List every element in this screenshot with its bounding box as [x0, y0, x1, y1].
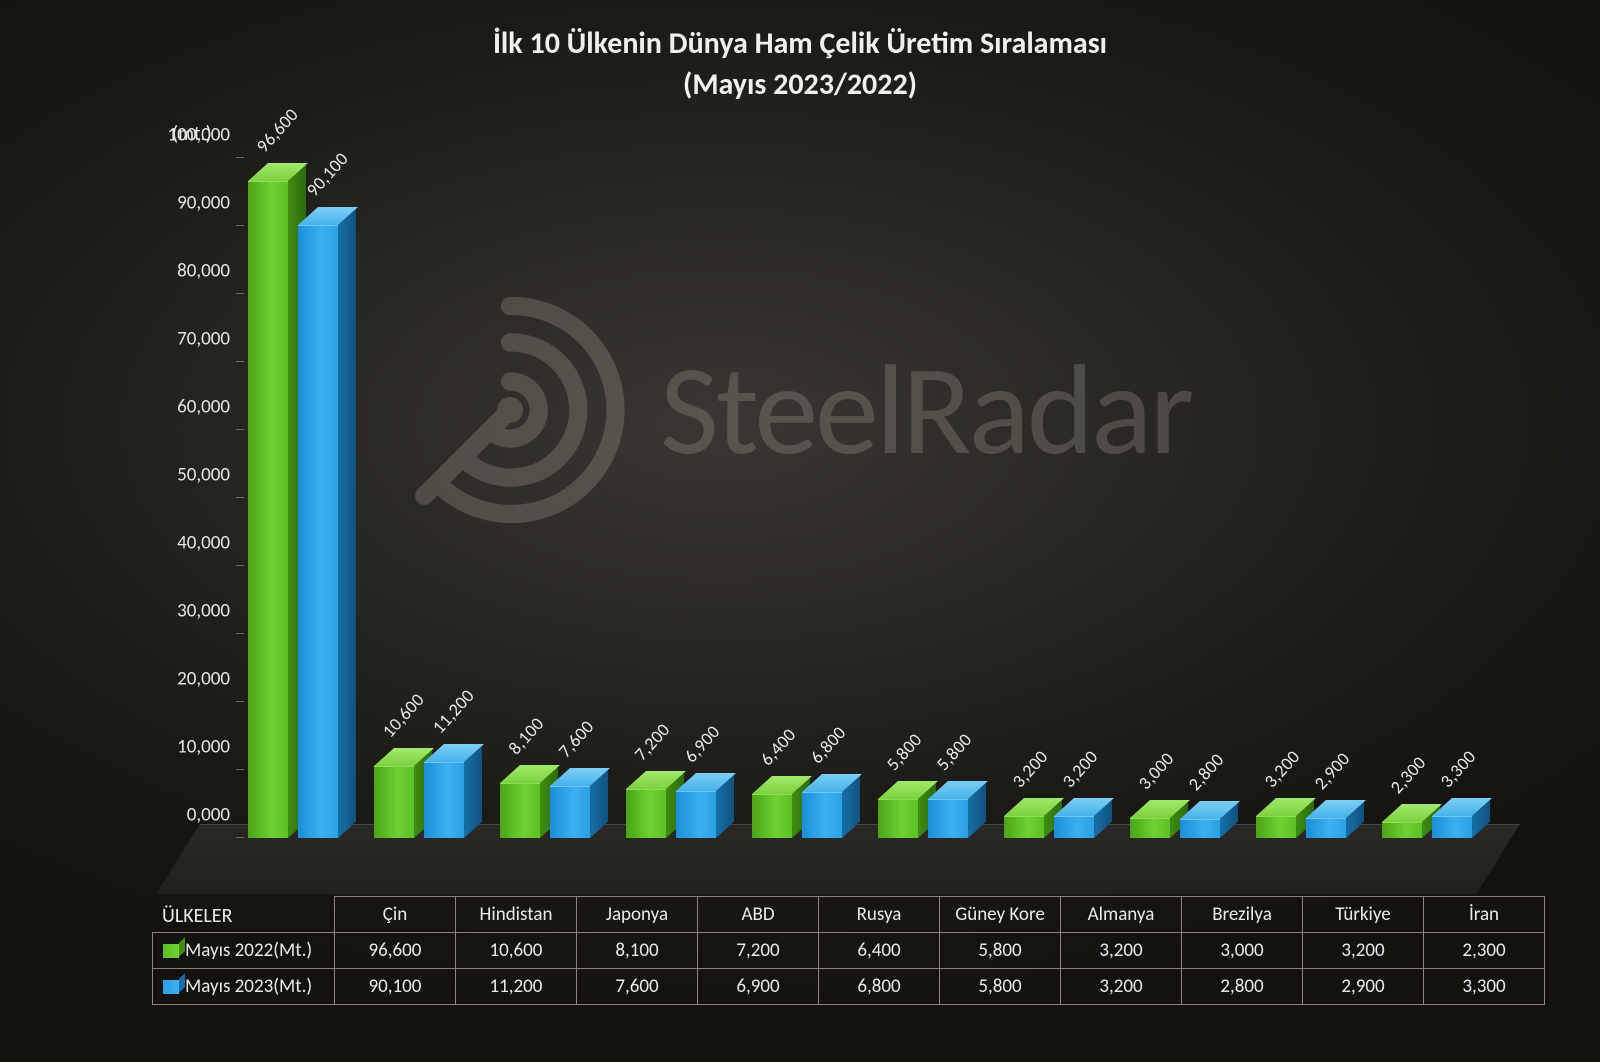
bar: 3,300: [1432, 816, 1472, 838]
y-tick: 90,000: [110, 192, 230, 215]
y-tick: 20,000: [110, 668, 230, 691]
table-column-header: Japonya: [577, 897, 698, 933]
y-tick: 70,000: [110, 328, 230, 351]
bar: 2,300: [1382, 822, 1422, 838]
y-tick: 0,000: [110, 804, 230, 827]
bar-value-label: 3,200: [1008, 746, 1053, 792]
bar: 8,100: [500, 783, 540, 838]
y-tick: 100,000: [110, 124, 230, 147]
table-cell: 96,600: [335, 933, 456, 969]
bar-value-label: 2,900: [1310, 748, 1355, 794]
table-corner: [153, 897, 335, 933]
table-cell: 6,900: [698, 969, 819, 1005]
table-cell: 10,600: [456, 933, 577, 969]
table-cell: 11,200: [456, 969, 577, 1005]
table-header-row: ÇinHindistanJaponyaABDRusyaGüney KoreAlm…: [153, 897, 1545, 933]
table-row: Mayıs 2022(Mt.)96,60010,6008,1007,2006,4…: [153, 933, 1545, 969]
bar-value-label: 3,000: [1134, 747, 1179, 793]
table-cell: 3,300: [1424, 969, 1545, 1005]
bar: 7,200: [626, 789, 666, 838]
table-cell: 3,000: [1182, 933, 1303, 969]
bar: 90,100: [298, 225, 338, 838]
bar-value-label: 3,300: [1436, 745, 1481, 791]
table-cell: 2,900: [1303, 969, 1424, 1005]
bar: 5,800: [878, 799, 918, 838]
bar-value-label: 96,600: [252, 104, 303, 157]
table-cell: 3,200: [1061, 969, 1182, 1005]
bar: 6,800: [802, 792, 842, 838]
bar-value-label: 8,100: [504, 713, 549, 759]
table-cell: 3,200: [1061, 933, 1182, 969]
bar-value-label: 2,800: [1184, 749, 1229, 795]
bar-value-label: 6,800: [806, 721, 851, 767]
table-column-header: Güney Kore: [940, 897, 1061, 933]
table-cell: 6,400: [819, 933, 940, 969]
bar: 2,800: [1180, 819, 1220, 838]
bar-value-label: 5,800: [882, 728, 927, 774]
plot-area: 0,00010,00020,00030,00040,00050,00060,00…: [240, 158, 1500, 838]
bar: 3,200: [1004, 816, 1044, 838]
table-column-header: Almanya: [1061, 897, 1182, 933]
table-cell: 7,200: [698, 933, 819, 969]
bar-value-label: 90,100: [302, 148, 353, 201]
bar-value-label: 5,800: [932, 728, 977, 774]
table-column-header: Rusya: [819, 897, 940, 933]
table-cell: 2,800: [1182, 969, 1303, 1005]
table-cell: 3,200: [1303, 933, 1424, 969]
y-tick: 80,000: [110, 260, 230, 283]
bar-value-label: 6,900: [680, 721, 725, 767]
table-column-header: Türkiye: [1303, 897, 1424, 933]
bar: 6,400: [752, 794, 792, 838]
table-cell: 90,100: [335, 969, 456, 1005]
title-line1: İlk 10 Ülkenin Dünya Ham Çelik Üretim Sı…: [493, 25, 1107, 62]
bar: 7,600: [550, 786, 590, 838]
bar: 96,600: [248, 181, 288, 838]
legend-swatch-icon: [163, 944, 179, 958]
table-row: Mayıs 2023(Mt.)90,10011,2007,6006,9006,8…: [153, 969, 1545, 1005]
table-cell: 6,800: [819, 969, 940, 1005]
bar-value-label: 3,200: [1058, 746, 1103, 792]
bar: 3,000: [1130, 818, 1170, 838]
bar: 10,600: [374, 766, 414, 838]
bar-value-label: 3,200: [1260, 746, 1305, 792]
y-tick: 60,000: [110, 396, 230, 419]
bar-value-label: 6,400: [756, 724, 801, 770]
table-cell: 7,600: [577, 969, 698, 1005]
table-cell: 5,800: [940, 969, 1061, 1005]
table-column-header: Brezilya: [1182, 897, 1303, 933]
bar: 6,900: [676, 791, 716, 838]
bar-value-label: 2,300: [1386, 752, 1431, 798]
y-tick: 30,000: [110, 600, 230, 623]
series-name-cell: Mayıs 2022(Mt.): [153, 933, 335, 969]
series-name-cell: Mayıs 2023(Mt.): [153, 969, 335, 1005]
table-cell: 5,800: [940, 933, 1061, 969]
chart-title: İlk 10 Ülkenin Dünya Ham Çelik Üretim Sı…: [0, 24, 1600, 105]
bar-value-label: 11,200: [428, 685, 479, 738]
bar: 5,800: [928, 799, 968, 838]
table-column-header: Hindistan: [456, 897, 577, 933]
table-column-header: İran: [1424, 897, 1545, 933]
data-table: ÇinHindistanJaponyaABDRusyaGüney KoreAlm…: [152, 896, 1545, 1005]
bar: 11,200: [424, 762, 464, 838]
bar-value-label: 7,600: [554, 716, 599, 762]
bar: 2,900: [1306, 818, 1346, 838]
legend-swatch-icon: [163, 980, 179, 994]
bar: 3,200: [1256, 816, 1296, 838]
table-cell: 2,300: [1424, 933, 1545, 969]
table-column-header: Çin: [335, 897, 456, 933]
bar-value-label: 10,600: [378, 689, 429, 742]
bar: 3,200: [1054, 816, 1094, 838]
bar-value-label: 7,200: [630, 719, 675, 765]
y-tick: 40,000: [110, 532, 230, 555]
table-column-header: ABD: [698, 897, 819, 933]
table-cell: 8,100: [577, 933, 698, 969]
y-tick: 50,000: [110, 464, 230, 487]
y-tick: 10,000: [110, 736, 230, 759]
title-line2: (Mayıs 2023/2022): [683, 66, 917, 103]
